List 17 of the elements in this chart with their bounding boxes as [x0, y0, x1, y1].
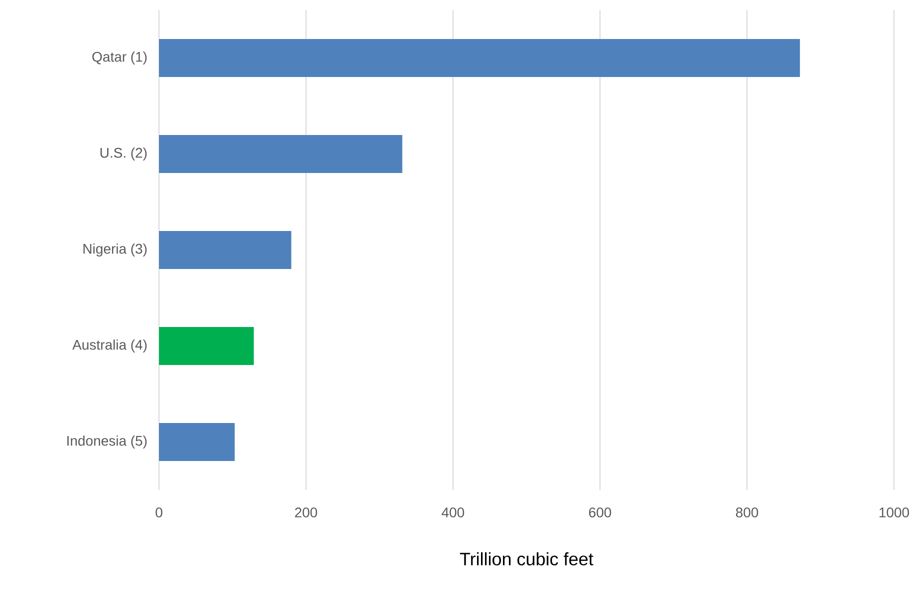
y-tick-label: Nigeria (3) [84, 244, 147, 256]
y-tick-label: Australia (4) [72, 340, 147, 353]
bar [159, 135, 402, 174]
y-tick-label: Indonesia (5) [67, 436, 147, 449]
y-tick-label: U.S. (2) [100, 148, 147, 161]
bar [159, 39, 800, 78]
bar [159, 327, 254, 366]
y-tick-label: Qatar (1) [92, 52, 147, 65]
bar [159, 423, 235, 462]
x-tick-label: 400 [442, 508, 464, 518]
bar [159, 231, 292, 270]
x-axis-title: Trillion cubic feet [460, 552, 594, 566]
x-tick-label: 0 [156, 508, 162, 518]
x-tick-label: 1000 [880, 508, 909, 518]
x-tick-label: 200 [295, 508, 318, 518]
x-tick-label: 800 [736, 508, 758, 518]
x-tick-label: 600 [589, 508, 612, 518]
